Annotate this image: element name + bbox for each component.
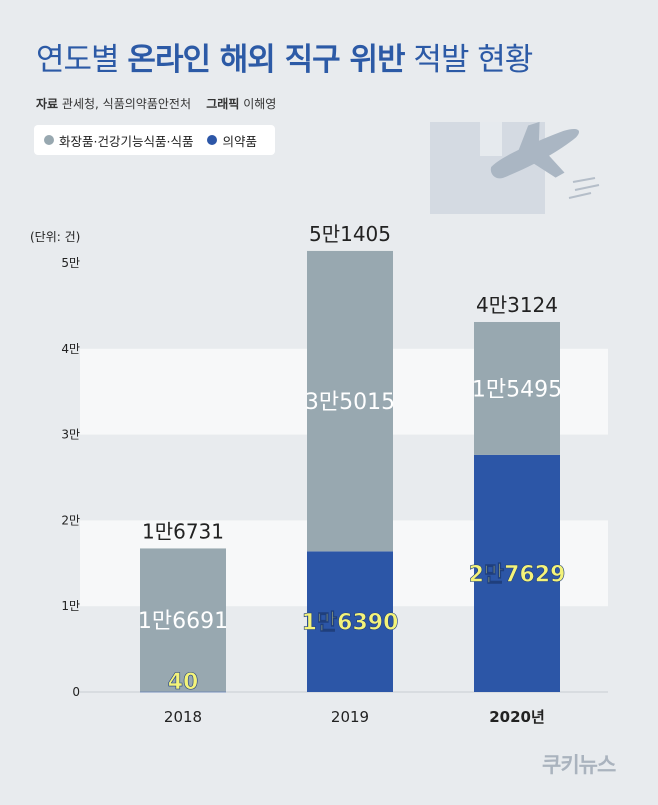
bar-segment bbox=[140, 691, 226, 693]
legend-label-medicine: 의약품 bbox=[222, 133, 257, 149]
x-tick-label: 2019 bbox=[331, 708, 369, 726]
graphic-value: 이해영 bbox=[243, 97, 277, 111]
segment-label: 2만7629 bbox=[469, 562, 566, 587]
source-line: 자료 관세청, 식품의약품안전처 그래픽 이해영 bbox=[36, 95, 276, 112]
x-tick-label: 2018 bbox=[164, 708, 202, 726]
y-tick-label: 0 bbox=[72, 685, 80, 699]
bar-segment bbox=[140, 548, 226, 692]
logo-text: 쿠키뉴스 bbox=[542, 753, 616, 777]
source-label: 자료 bbox=[36, 97, 59, 111]
y-tick-label: 3만 bbox=[61, 428, 80, 442]
publisher-logo: 쿠키뉴스 bbox=[542, 753, 617, 777]
bar-segment bbox=[307, 250, 393, 552]
legend-label-cosmetics: 화장품·건강기능식품·식품 bbox=[59, 133, 194, 149]
title-part-1: 연도별 bbox=[36, 42, 128, 78]
unit-label: (단위: 건) bbox=[30, 230, 80, 244]
total-label: 5만1405 bbox=[309, 222, 391, 246]
legend: 화장품·건강기능식품·식품 의약품 bbox=[34, 125, 275, 155]
segment-label: 1만6390 bbox=[302, 611, 399, 636]
segment-label: 3만5015 bbox=[305, 390, 395, 415]
y-tick-labels: 0 1만 2만 3만 4만 5만 bbox=[61, 256, 80, 699]
x-tick-labels: 2018 2019 2020년 bbox=[164, 708, 545, 726]
legend-swatch-medicine bbox=[207, 135, 218, 145]
title-part-3: 적발 현황 bbox=[404, 42, 533, 78]
total-label: 1만6731 bbox=[142, 519, 224, 543]
chart-title: 연도별 온라인 해외 직구 위반 적발 현황 bbox=[36, 34, 533, 79]
graphic-label: 그래픽 bbox=[206, 97, 240, 111]
segment-label: 40 bbox=[168, 670, 199, 695]
legend-item-cosmetics: 화장품·건강기능식품·식품 bbox=[44, 131, 193, 150]
legend-item-medicine: 의약품 bbox=[207, 131, 257, 150]
y-tick-label: 5만 bbox=[61, 256, 80, 270]
bar-segment bbox=[474, 321, 560, 455]
legend-swatch-cosmetics bbox=[44, 135, 54, 145]
segment-label: 1만6691 bbox=[138, 609, 228, 634]
y-tick-label: 4만 bbox=[61, 342, 80, 356]
y-tick-label: 2만 bbox=[61, 513, 80, 527]
bar-segment bbox=[307, 551, 393, 692]
bars bbox=[140, 250, 560, 693]
x-tick-label: 2020년 bbox=[489, 708, 545, 726]
data-labels: 40 1만6691 1만6731 1만6390 3만5015 5만1405 2만7629 1만… bbox=[138, 222, 566, 695]
airplane-icon bbox=[490, 121, 580, 179]
title-part-2: 온라인 해외 직구 위반 bbox=[127, 42, 405, 78]
segment-label: 1만5495 bbox=[472, 377, 562, 402]
source-value: 관세청, 식품의약품안전처 bbox=[61, 97, 191, 111]
y-tick-label: 1만 bbox=[61, 599, 80, 613]
total-label: 4만3124 bbox=[476, 293, 558, 317]
parcel-plane-illustration-icon bbox=[430, 121, 600, 214]
bar-segment bbox=[474, 454, 560, 692]
